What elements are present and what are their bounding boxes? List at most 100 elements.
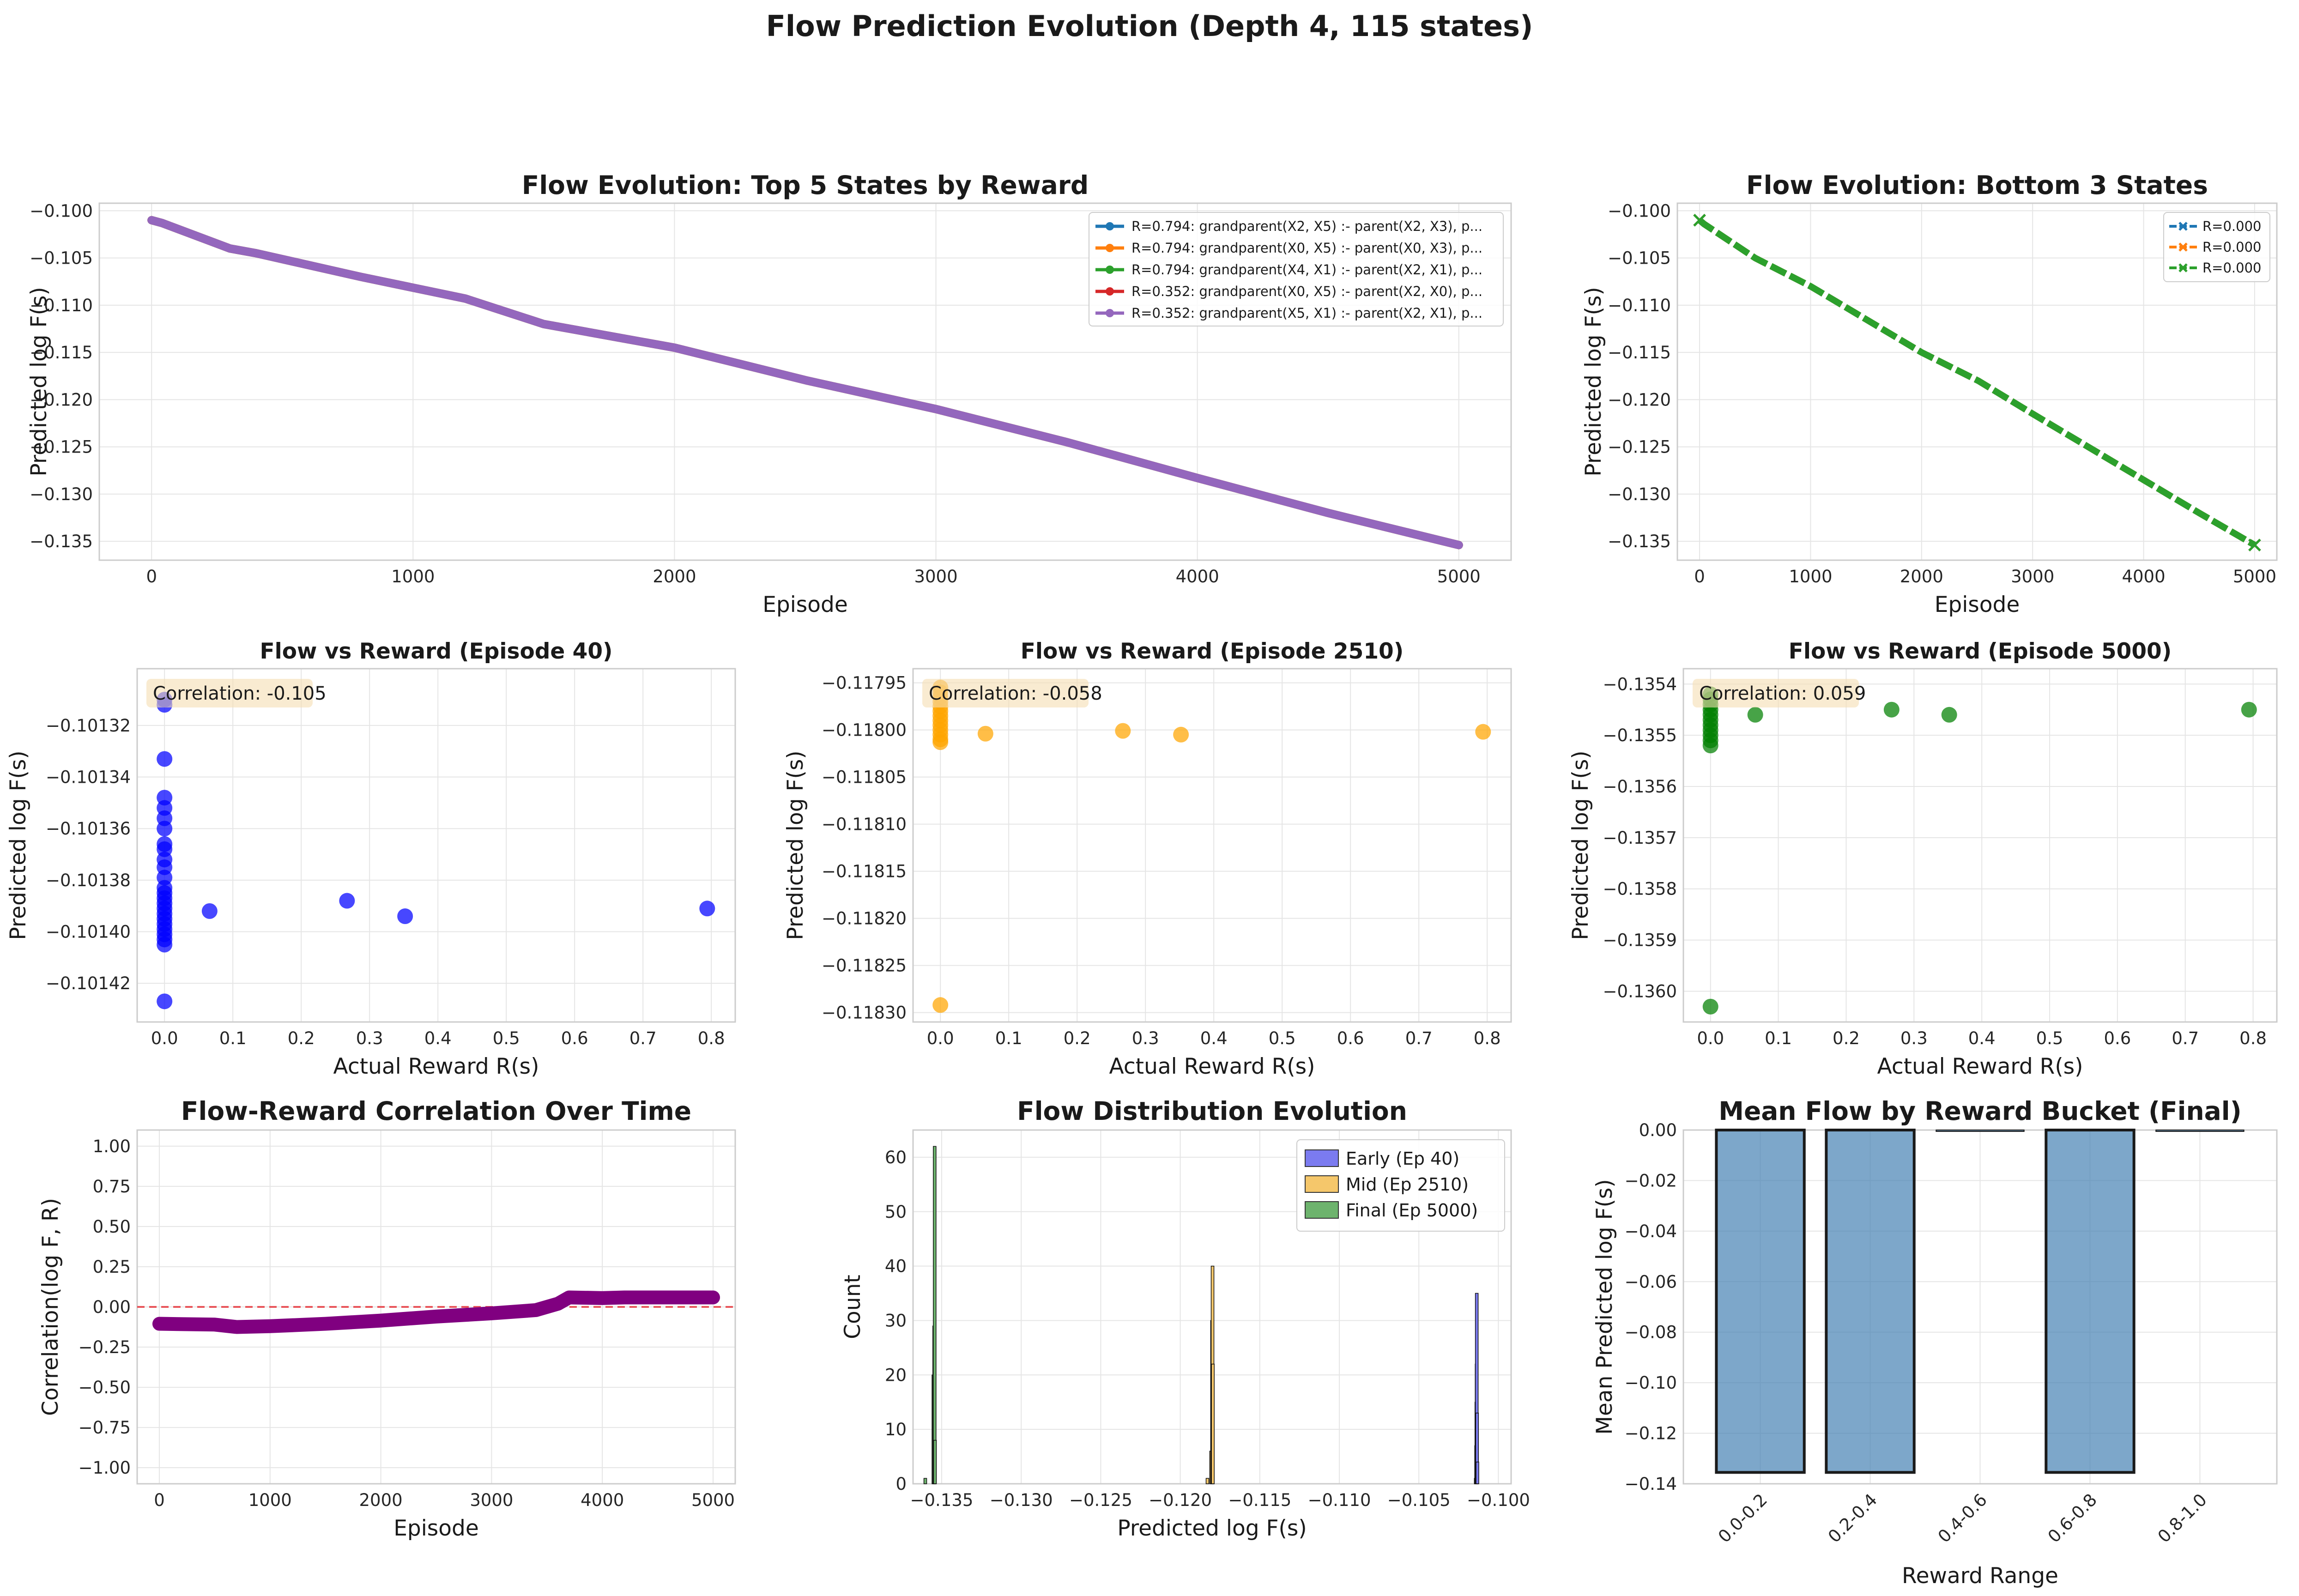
data-point [932, 734, 949, 750]
x-tick-label: −0.120 [1149, 1490, 1212, 1510]
x-tick-label: 0.7 [2172, 1028, 2199, 1048]
y-axis-label: Mean Predicted log F(s) [1592, 1179, 1617, 1434]
y-tick-label: −0.50 [79, 1378, 131, 1397]
panel-title: Flow vs Reward (Episode 40) [260, 639, 612, 664]
y-axis-label: Count [840, 1275, 865, 1339]
x-tick-label: 0.6 [2104, 1028, 2131, 1048]
panel-top5-flow-evolution: 0 1000 2000 3000 4000 5000 −0.135 −0.130 −0.125 −… [26, 170, 1512, 617]
y-tick-label: 40 [885, 1257, 907, 1276]
legend-label: R=0.794: grandparent(X2, X5) :- parent(X… [1131, 218, 1482, 234]
x-axis-label: Actual Reward R(s) [333, 1054, 539, 1079]
bucket-bar [2045, 1129, 2136, 1474]
panel-mean-flow-by-bucket: −0.14 −0.12 −0.10 −0.08 −0.06 −0.04 −0.02 0.00 0… [1592, 1096, 2278, 1589]
x-tick-label: 0.1 [995, 1028, 1022, 1048]
figure-title: Flow Prediction Evolution (Depth 4, 115 … [766, 9, 1533, 43]
x-tick-label: 0.6 [1337, 1028, 1364, 1048]
x-tick-label: 2000 [359, 1490, 403, 1510]
y-tick-label: −0.110 [30, 296, 93, 315]
legend-label: R=0.000 [2202, 239, 2261, 255]
legend-box [2163, 212, 2270, 282]
y-tick-label: −0.1359 [1603, 931, 1677, 950]
y-tick-label: −0.11830 [822, 1003, 907, 1023]
panel-bottom3-flow-evolution: 0 1000 2000 3000 4000 5000 −0.135 −0.130 −0.125 −… [1581, 170, 2278, 617]
x-tick-label: 0.3 [356, 1028, 383, 1048]
y-tick-label: −0.12 [1625, 1424, 1677, 1444]
data-point [339, 893, 355, 909]
panel-scatter-episode-40: 0.0 0.1 0.2 0.3 0.4 0.5 0.6 0.7 0.8 −0.10142 −0.10… [6, 639, 736, 1079]
legend-label: Final (Ep 5000) [1346, 1200, 1478, 1221]
y-tick-label: −0.1358 [1603, 879, 1677, 899]
y-tick-label: −0.1355 [1603, 725, 1677, 745]
y-tick-label: −0.04 [1625, 1221, 1677, 1241]
y-tick-label: −0.10138 [46, 871, 131, 890]
x-axis-label: Predicted log F(s) [1117, 1516, 1307, 1541]
correlation-annotation-box [146, 679, 313, 707]
x-tick-label: −0.115 [1228, 1490, 1291, 1510]
x-tick-label: 1000 [248, 1490, 292, 1510]
x-tick-label: 0 [1694, 567, 1705, 586]
x-tick-label: 4000 [581, 1490, 624, 1510]
panel-title: Flow-Reward Correlation Over Time [181, 1096, 691, 1126]
axes-frame [98, 202, 1512, 561]
series-start-marker [1693, 214, 1706, 227]
y-tick-label: −0.08 [1625, 1323, 1677, 1342]
x-axis-label: Episode [1935, 592, 2020, 617]
data-point [201, 903, 218, 919]
y-axis-label: Predicted log F(s) [1581, 287, 1606, 476]
y-tick-label: 20 [885, 1365, 907, 1385]
y-tick-label: −0.14 [1625, 1474, 1677, 1494]
data-point [977, 725, 993, 742]
y-tick-label: 50 [885, 1202, 907, 1222]
panel-title: Flow vs Reward (Episode 2510) [1021, 639, 1404, 664]
y-tick-label: 30 [885, 1311, 907, 1330]
x-tick-label: 0.1 [219, 1028, 247, 1048]
y-tick-label: −0.135 [1608, 532, 1671, 551]
y-axis-label: Predicted log F(s) [26, 287, 52, 476]
data-point [1941, 707, 1957, 723]
histogram-bar [933, 1439, 937, 1484]
x-tick-label: −0.125 [1069, 1490, 1132, 1510]
series-line [1697, 218, 2257, 548]
y-tick-label: 0.00 [1639, 1120, 1677, 1140]
legend-swatch [1305, 1201, 1339, 1219]
y-tick-label: −0.1356 [1603, 777, 1677, 797]
panel-title: Flow vs Reward (Episode 5000) [1789, 639, 2172, 664]
y-tick-label: −0.10136 [46, 819, 131, 839]
y-tick-label: −0.11805 [822, 768, 907, 787]
x-tick-label: −0.130 [990, 1490, 1053, 1510]
x-tick-label: 0.6-0.8 [2044, 1490, 2101, 1547]
legend-label: R=0.794: grandparent(X4, X1) :- parent(X… [1131, 262, 1482, 278]
histogram-bar [933, 1146, 937, 1484]
y-tick-label: −0.125 [30, 437, 93, 457]
data-point [1747, 707, 1763, 723]
data-point [397, 908, 413, 925]
y-tick-label: −0.115 [30, 343, 93, 363]
panel-correlation-over-time: 0 1000 2000 3000 4000 5000 −1.00 −0.75 −0.50 −0.2… [38, 1096, 736, 1541]
axes-frame [136, 668, 736, 1023]
panel-scatter-episode-2510: 0.0 0.1 0.2 0.3 0.4 0.5 0.6 0.7 0.8 −0.11830 −0.11… [783, 639, 1512, 1079]
bucket-bar [2155, 1130, 2245, 1132]
y-tick-label: −0.135 [30, 532, 93, 551]
x-tick-label: −0.100 [1467, 1490, 1530, 1510]
y-tick-label: −0.130 [1608, 484, 1671, 504]
data-point [1702, 738, 1718, 754]
panel-title: Flow Distribution Evolution [1017, 1096, 1407, 1126]
x-tick-label: 0.5 [493, 1028, 520, 1048]
data-point [157, 821, 173, 837]
correlation-annotation: Correlation: 0.059 [1699, 683, 1866, 704]
histogram-bar [923, 1478, 927, 1484]
y-tick-label: −0.1354 [1603, 674, 1677, 694]
y-tick-label: −0.11825 [822, 956, 907, 976]
y-tick-label: −0.75 [79, 1418, 131, 1438]
x-tick-label: 0.3 [1132, 1028, 1159, 1048]
panel-scatter-episode-5000: 0.0 0.1 0.2 0.3 0.4 0.5 0.6 0.7 0.8 −0.1360 −0.135… [1568, 639, 2278, 1079]
x-tick-label: −0.135 [910, 1490, 974, 1510]
x-tick-label: 5000 [2233, 567, 2276, 586]
x-tick-label: 0.0 [1697, 1028, 1724, 1048]
legend-marker [1106, 266, 1114, 274]
y-tick-label: −0.115 [1608, 343, 1671, 363]
x-tick-label: 1000 [391, 567, 435, 586]
y-tick-label: 0.25 [93, 1257, 131, 1277]
correlation-annotation: Correlation: -0.058 [929, 683, 1102, 704]
